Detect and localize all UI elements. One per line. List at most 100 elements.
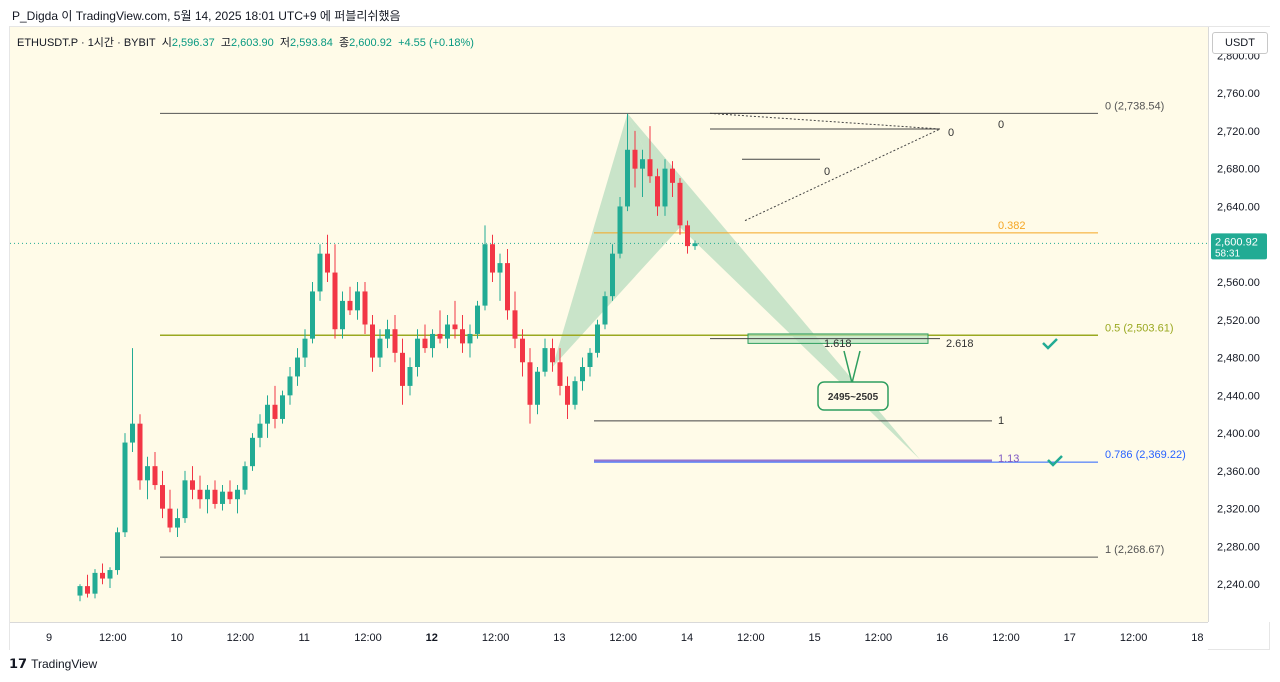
candle-body: [347, 300, 353, 311]
candle-body: [280, 395, 285, 419]
candle-body: [505, 263, 510, 311]
price-tick-label: 2,320.00: [1217, 504, 1260, 516]
candle-body: [310, 291, 315, 339]
fib-level-label: 0.5 (2,503.61): [1105, 322, 1174, 334]
candle-body: [550, 348, 555, 363]
candle-body: [100, 572, 105, 579]
candle-body: [175, 518, 180, 528]
candle-body: [662, 168, 668, 207]
candle-body: [137, 423, 143, 481]
symbol-label: ETHUSDT.P · 1시간 · BYBIT: [17, 37, 156, 49]
price-tick-label: 2,520.00: [1217, 315, 1260, 327]
candle-body: [625, 149, 630, 207]
candle-body: [295, 357, 300, 377]
price-tick-label: 2,560.00: [1217, 277, 1260, 289]
time-tick-label: 12:00: [865, 632, 893, 644]
candle-body: [250, 437, 255, 467]
price-tick-label: 2,280.00: [1217, 541, 1260, 553]
time-tick-label: 12:00: [992, 632, 1020, 644]
candle-body: [362, 291, 368, 325]
currency-button[interactable]: USDT: [1212, 32, 1268, 54]
candle-body: [130, 423, 135, 443]
chart-plot-area[interactable]: 0 (2,738.54) 0.382 0.5 (2,503.61) 0.786 (2,…: [10, 27, 1208, 622]
candle-body: [445, 324, 450, 339]
footer-brand[interactable]: 𝟭𝟳 TradingView: [9, 656, 97, 672]
candle-body: [497, 263, 503, 273]
time-tick-label: 9: [46, 632, 52, 644]
candle-body: [287, 376, 293, 396]
candle-body: [317, 253, 323, 292]
price-tick-label: 2,680.00: [1217, 164, 1260, 176]
candle-body: [647, 159, 653, 177]
symbol-legend: ETHUSDT.P · 1시간 · BYBIT 시2,596.37 고2,603…: [17, 34, 474, 50]
candle-body: [325, 253, 330, 273]
candle-body: [235, 489, 240, 500]
close-value: 2,600.92: [349, 37, 392, 49]
candle-body: [92, 572, 98, 594]
time-tick-label: 12:00: [609, 632, 637, 644]
candle-body: [227, 491, 233, 500]
candle-body: [415, 338, 420, 367]
candle-body: [257, 423, 263, 438]
time-axis[interactable]: 9 12:00 10 12:00 11 12:00 12 12:00 13 12:00 14 12:0…: [10, 622, 1208, 650]
candle-body: [460, 329, 465, 344]
price-tick-label: 2,440.00: [1217, 390, 1260, 402]
time-tick-label: 13: [553, 632, 565, 644]
candle-body: [190, 480, 195, 490]
open-value: 2,596.37: [171, 37, 215, 49]
low-label: 저: [279, 37, 291, 49]
candle-body: [482, 244, 488, 306]
candle-body: [670, 168, 675, 183]
candle-body: [302, 338, 308, 358]
candle-body: [115, 532, 120, 571]
callout-box: [817, 381, 889, 411]
candle-body: [430, 333, 435, 349]
pattern-triangle-2: [627, 113, 920, 460]
time-tick-label: 18: [1191, 632, 1203, 644]
candle-body: [527, 362, 533, 405]
projection-line: [744, 128, 941, 222]
candle-body: [242, 466, 248, 490]
candle-body: [655, 176, 660, 207]
price-tick-label: 2,360.00: [1217, 466, 1260, 478]
candle-body: [145, 466, 150, 481]
time-tick-label: 16: [936, 632, 948, 644]
pattern-triangle-1: [552, 113, 680, 367]
candle-body: [385, 329, 390, 339]
fib-level-label: 0.382: [998, 220, 1026, 232]
candle-body: [632, 149, 638, 169]
candle-body: [617, 206, 623, 254]
time-tick-label: 12:00: [1120, 632, 1148, 644]
time-tick-label: 17: [1064, 632, 1076, 644]
pattern-annotation: 0: [998, 119, 1004, 131]
candlestick-chart[interactable]: 0 (2,738.54) 0.382 0.5 (2,503.61) 0.786 (2,…: [10, 27, 1208, 622]
pattern-annotation: 2.618: [946, 338, 974, 350]
time-tick-label: 15: [808, 632, 820, 644]
candle-body: [475, 305, 480, 334]
candle-body: [407, 367, 413, 386]
price-axis[interactable]: 2,800.00 2,760.00 2,720.00 2,680.00 2,640.00…: [1208, 27, 1271, 622]
candle-body: [512, 310, 518, 339]
candle-body: [467, 333, 473, 344]
price-tick-label: 2,400.00: [1217, 428, 1260, 440]
candle-body: [640, 159, 645, 169]
time-tick-label: 12:00: [354, 632, 382, 644]
price-tick-label: 2,640.00: [1217, 201, 1260, 213]
fib-level-label: 1 (2,268.67): [1105, 544, 1164, 556]
candle-body: [565, 385, 570, 405]
price-tick-label: 2,240.00: [1217, 579, 1260, 591]
candle-body: [122, 442, 128, 533]
change-value: +4.55 (+0.18%): [398, 37, 474, 49]
candle-body: [160, 485, 165, 509]
price-tick-label: 2,480.00: [1217, 353, 1260, 365]
projection-line: [709, 112, 941, 130]
candle-body: [205, 489, 210, 500]
time-tick-label: 12:00: [99, 632, 127, 644]
candle-body: [220, 491, 225, 504]
candle-body: [610, 253, 615, 297]
candle-body: [265, 404, 270, 424]
tradingview-logo-icon: 𝟭𝟳: [9, 656, 28, 671]
publish-header: P_Digda 이 TradingView.com, 5월 14, 2025 1…: [0, 0, 1280, 28]
price-tag: [1211, 233, 1267, 260]
candle-body: [520, 338, 525, 363]
